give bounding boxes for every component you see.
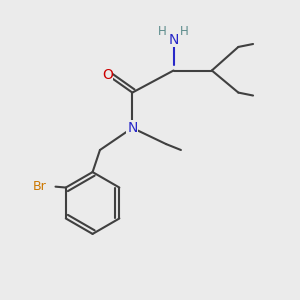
- Text: H: H: [158, 25, 167, 38]
- Text: Br: Br: [33, 180, 47, 193]
- Text: O: O: [102, 68, 113, 82]
- Text: H: H: [180, 25, 189, 38]
- Text: N: N: [168, 33, 179, 46]
- Text: N: N: [127, 121, 137, 135]
